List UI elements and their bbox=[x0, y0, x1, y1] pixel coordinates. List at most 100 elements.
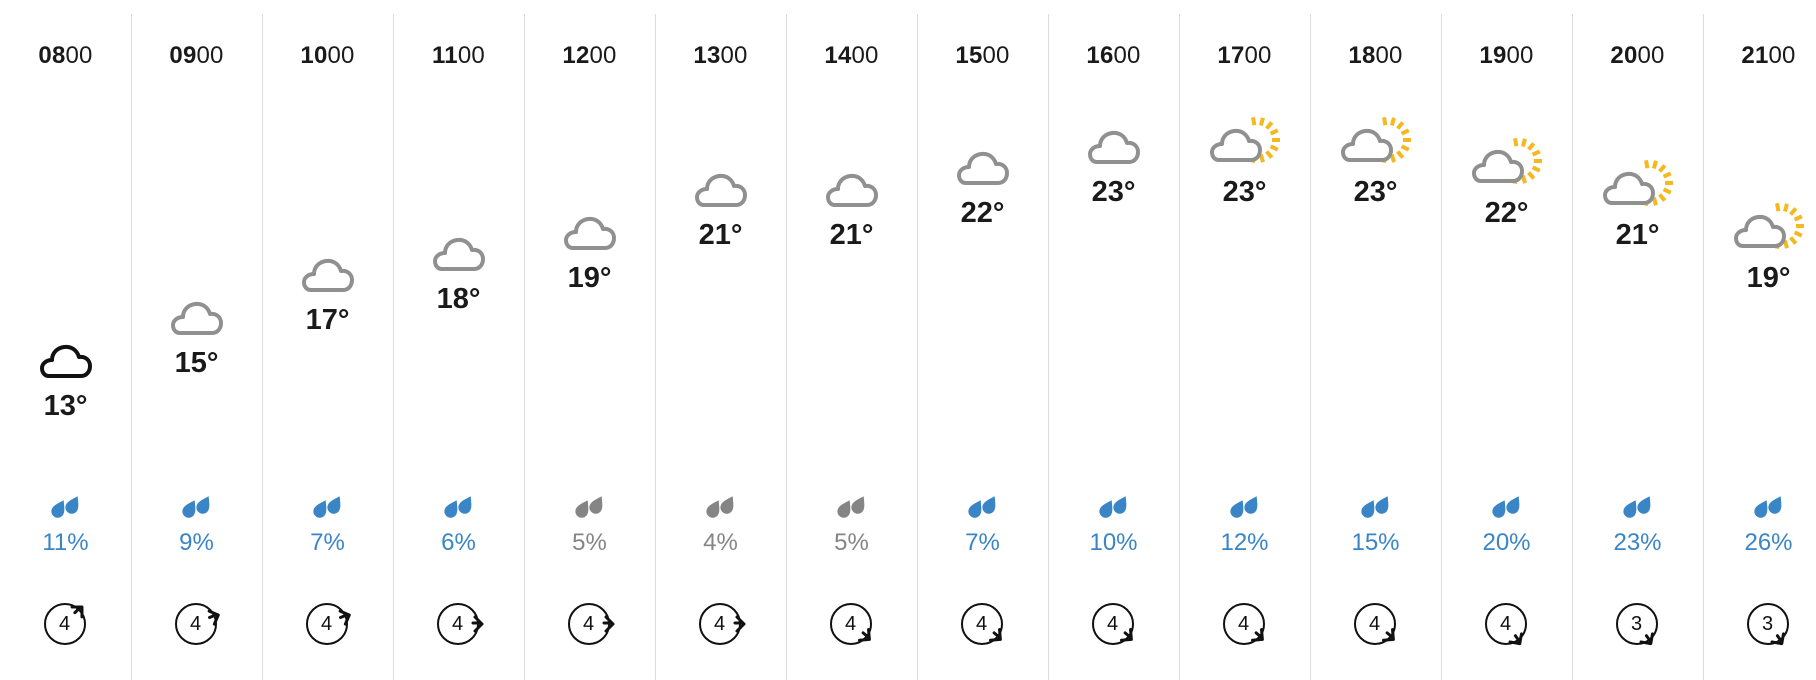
cloud-icon bbox=[393, 233, 524, 277]
temperature: 15° bbox=[174, 347, 219, 380]
hour-label: 1800 bbox=[1310, 42, 1441, 70]
weather-block: 18° bbox=[393, 233, 524, 316]
precipitation-chance: 20% bbox=[1482, 529, 1531, 556]
column-divider bbox=[1572, 14, 1573, 680]
precipitation: 7% bbox=[917, 493, 1048, 557]
hour-mm: 00 bbox=[457, 42, 485, 69]
wind-direction-icon: 4 bbox=[301, 594, 357, 650]
hour-column: 1800 23° 15% 4 bbox=[1310, 0, 1441, 680]
hour-label: 2000 bbox=[1572, 42, 1703, 70]
weather-block: 17° bbox=[262, 254, 393, 337]
hour-column: 1500 22° 7% 4 bbox=[917, 0, 1048, 680]
wind-speed: 4 bbox=[844, 613, 857, 635]
hour-mm: 00 bbox=[1768, 42, 1796, 69]
sun-cloud-icon bbox=[1572, 159, 1703, 213]
hour-label: 1100 bbox=[393, 42, 524, 70]
temperature: 19° bbox=[1746, 261, 1791, 294]
hour-label: 0900 bbox=[131, 42, 262, 70]
column-divider bbox=[1441, 14, 1442, 680]
hour-label: 1200 bbox=[524, 42, 655, 70]
weather-block: 22° bbox=[1441, 137, 1572, 230]
column-divider bbox=[786, 14, 787, 680]
hour-mm: 00 bbox=[589, 42, 617, 69]
hour-column: 1300 21° 4% 4 bbox=[655, 0, 786, 680]
wind-speed: 4 bbox=[1499, 613, 1512, 635]
hour-label: 2100 bbox=[1703, 42, 1816, 70]
hour-column: 1900 22° 20% 4 bbox=[1441, 0, 1572, 680]
hour-column: 1700 23° 12% 4 bbox=[1179, 0, 1310, 680]
weather-block: 23° bbox=[1048, 126, 1179, 209]
raindrops-icon bbox=[917, 493, 1048, 521]
wind-speed: 4 bbox=[1237, 613, 1250, 635]
wind-speed: 4 bbox=[451, 613, 464, 635]
raindrops-icon bbox=[1572, 493, 1703, 521]
precipitation-chance: 6% bbox=[441, 529, 476, 556]
hour-hh: 21 bbox=[1741, 42, 1769, 69]
sun-cloud-icon bbox=[1703, 202, 1816, 256]
precipitation: 23% bbox=[1572, 493, 1703, 557]
temperature: 17° bbox=[305, 304, 350, 337]
hour-hh: 20 bbox=[1610, 42, 1638, 69]
precipitation-chance: 10% bbox=[1089, 529, 1138, 556]
hour-hh: 08 bbox=[38, 42, 66, 69]
wind-speed: 3 bbox=[1630, 613, 1643, 635]
precipitation: 20% bbox=[1441, 493, 1572, 557]
cloud-icon bbox=[917, 147, 1048, 191]
wind-speed: 4 bbox=[582, 613, 595, 635]
hour-mm: 00 bbox=[851, 42, 879, 69]
wind-direction-icon: 3 bbox=[1611, 594, 1667, 650]
weather-block: 21° bbox=[786, 169, 917, 252]
hour-label: 1000 bbox=[262, 42, 393, 70]
hour-mm: 00 bbox=[327, 42, 355, 69]
precipitation-chance: 7% bbox=[310, 529, 345, 556]
raindrops-icon bbox=[786, 493, 917, 521]
hour-mm: 00 bbox=[1506, 42, 1534, 69]
wind-direction-icon: 3 bbox=[1742, 594, 1798, 650]
precipitation-chance: 9% bbox=[179, 529, 214, 556]
temperature: 22° bbox=[1484, 197, 1529, 230]
hour-mm: 00 bbox=[196, 42, 224, 69]
precipitation: 4% bbox=[655, 493, 786, 557]
weather-block: 23° bbox=[1179, 116, 1310, 209]
precipitation: 26% bbox=[1703, 493, 1816, 557]
column-divider bbox=[1048, 14, 1049, 680]
precipitation: 5% bbox=[786, 493, 917, 557]
sun-cloud-icon bbox=[1310, 116, 1441, 170]
temperature: 13° bbox=[43, 390, 88, 422]
hour-column: 0800 13° 11% 4 bbox=[0, 0, 131, 680]
column-divider bbox=[1179, 14, 1180, 680]
hour-column: 0900 15° 9% 4 bbox=[131, 0, 262, 680]
weather-block: 21° bbox=[1572, 159, 1703, 252]
precipitation: 12% bbox=[1179, 493, 1310, 557]
hour-label: 1400 bbox=[786, 42, 917, 70]
hour-mm: 00 bbox=[1375, 42, 1403, 69]
cloud-icon bbox=[131, 297, 262, 341]
weather-block: 13° bbox=[0, 340, 131, 423]
wind-direction-icon: 4 bbox=[825, 594, 881, 650]
hour-hh: 11 bbox=[432, 42, 458, 69]
column-divider bbox=[1703, 14, 1704, 680]
cloud-icon bbox=[262, 254, 393, 298]
temperature: 21° bbox=[1615, 218, 1660, 251]
hour-hh: 09 bbox=[169, 42, 197, 69]
wind-speed: 4 bbox=[975, 613, 988, 635]
hour-label: 1900 bbox=[1441, 42, 1572, 70]
precipitation: 10% bbox=[1048, 493, 1179, 557]
hour-label: 1500 bbox=[917, 42, 1048, 70]
precipitation-chance: 23% bbox=[1613, 529, 1662, 556]
hour-column: 2100 19° 26% 3 bbox=[1703, 0, 1816, 680]
wind-direction-icon: 4 bbox=[694, 594, 750, 650]
temperature: 18° bbox=[436, 283, 481, 315]
wind-speed: 4 bbox=[58, 613, 71, 635]
wind-direction-icon: 4 bbox=[170, 594, 226, 650]
precipitation-chance: 12% bbox=[1220, 529, 1269, 556]
temperature: 19° bbox=[567, 261, 612, 294]
sun-cloud-icon bbox=[1179, 116, 1310, 170]
cloud-icon bbox=[524, 212, 655, 256]
hour-hh: 14 bbox=[824, 42, 852, 69]
cloud-icon bbox=[0, 340, 131, 384]
temperature: 23° bbox=[1353, 176, 1398, 208]
hour-hh: 15 bbox=[955, 42, 983, 69]
precipitation: 5% bbox=[524, 493, 655, 557]
raindrops-icon bbox=[1048, 493, 1179, 521]
